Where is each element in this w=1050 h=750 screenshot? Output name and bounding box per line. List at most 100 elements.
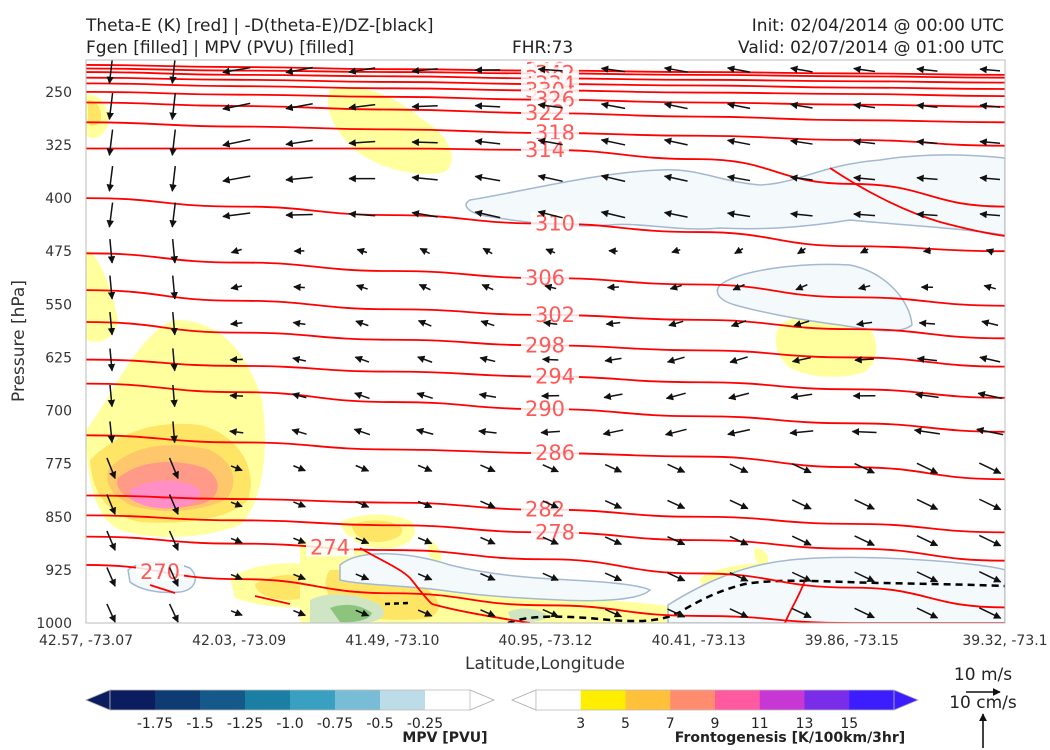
wind-arrow xyxy=(542,536,559,545)
wind-arrow xyxy=(355,609,370,617)
wind-arrow xyxy=(107,275,116,300)
wind-arrow xyxy=(291,392,307,400)
wind-arrow xyxy=(663,173,688,182)
wind-arrow xyxy=(168,603,179,623)
wind-arrow xyxy=(285,66,313,75)
wind-arrow xyxy=(791,356,811,364)
wind-arrow xyxy=(411,174,438,182)
wind-arrow xyxy=(106,457,117,480)
wind-arrow xyxy=(978,607,1002,619)
wind-arrow xyxy=(922,246,931,255)
wind-arrow xyxy=(230,573,243,580)
wind-arrow xyxy=(726,65,751,73)
colorbar-extend-right xyxy=(469,689,496,711)
wind-arrow xyxy=(106,494,116,516)
colorbar-swatch xyxy=(625,690,671,710)
wind-arrow xyxy=(916,355,938,363)
wind-arrow xyxy=(734,246,744,255)
colorbar-tick: -1.5 xyxy=(186,716,213,732)
mpv-colorbar: -1.75 -1.5 -1.25 -1.0 -0.75 -0.5 -0.25 xyxy=(84,689,496,732)
wind-arrow xyxy=(854,535,875,546)
wind-arrow xyxy=(106,530,116,551)
wind-arrow xyxy=(978,462,1002,475)
wind-arrow xyxy=(791,607,812,619)
wind-arrow xyxy=(600,209,626,219)
theta-e-label-bg xyxy=(136,560,184,581)
y-tick-label: 1000 xyxy=(36,616,72,632)
wind-arrow xyxy=(726,174,751,182)
colorbar-extend-right xyxy=(893,689,920,711)
colorbar-swatch xyxy=(425,690,471,710)
wind-arrow xyxy=(411,138,438,146)
wind-arrow xyxy=(663,137,688,146)
wind-arrow xyxy=(791,535,812,546)
wind-arrow xyxy=(106,603,116,623)
wind-arrow xyxy=(790,138,813,146)
wind-arrow xyxy=(603,392,623,400)
wind-arrow xyxy=(416,391,433,400)
y-tick-label: 700 xyxy=(45,404,72,420)
wind-arrow xyxy=(985,248,995,256)
wind-arrow xyxy=(354,391,370,400)
colorbar-tick: 3 xyxy=(576,716,585,732)
wind-vectors xyxy=(106,60,1004,623)
wind-arrow xyxy=(411,102,438,111)
wind-arrow xyxy=(168,567,179,587)
wind-arrow xyxy=(222,138,251,148)
wind-arrow xyxy=(537,101,563,110)
wind-arrow xyxy=(916,138,938,146)
x-tick-label: 42.03, -73.09 xyxy=(192,633,286,649)
wind-arrow xyxy=(664,428,687,437)
wind-arrow xyxy=(600,65,626,74)
wind-arrow xyxy=(856,319,873,328)
wind-arrow xyxy=(668,319,684,328)
wind-arrow xyxy=(106,567,116,587)
wind-arrow xyxy=(169,202,177,228)
plot-frame xyxy=(85,59,1006,624)
wind-arrow xyxy=(979,210,1001,219)
wind-arrow xyxy=(348,103,376,111)
wind-arrow xyxy=(667,535,686,546)
wind-arrow xyxy=(726,101,751,110)
wind-arrow xyxy=(168,530,179,551)
wind-arrow xyxy=(916,174,938,183)
wind-arrow xyxy=(667,499,686,510)
wind-arrow xyxy=(983,283,996,292)
wind-arrow xyxy=(729,356,748,364)
wind-arrow xyxy=(419,247,430,255)
wind-arrow xyxy=(348,210,376,219)
wind-arrow xyxy=(169,129,177,156)
vertical-key-label: 10 cm/s xyxy=(949,693,1017,713)
wind-arrow xyxy=(667,608,686,618)
wind-arrow xyxy=(474,138,501,146)
wind-arrow xyxy=(728,392,750,401)
init-time: Init: 02/04/2014 @ 00:00 UTC xyxy=(751,16,1004,36)
wind-arrow xyxy=(411,210,438,218)
wind-arrow xyxy=(170,238,179,264)
wind-arrow xyxy=(979,174,1001,183)
wind-arrow xyxy=(916,210,938,219)
wind-arrow xyxy=(106,129,114,156)
colorbar-frame xyxy=(109,689,471,711)
wind-arrow xyxy=(977,391,1002,400)
colorbar-swatch xyxy=(245,690,291,710)
wind-arrow xyxy=(727,428,751,437)
wind-arrow xyxy=(544,283,557,292)
colorbar-swatch xyxy=(849,690,895,710)
wind-arrow xyxy=(853,210,876,219)
mpv-colorbar-title: MPV [PVU] xyxy=(402,730,487,746)
wind-arrow xyxy=(292,355,307,364)
wind-arrow xyxy=(356,247,368,256)
wind-arrow xyxy=(537,173,563,183)
wind-arrow xyxy=(669,283,682,291)
colorbar-swatch xyxy=(580,690,626,710)
colorbar-swatch xyxy=(335,690,381,710)
wind-arrow xyxy=(230,536,243,544)
wind-arrow xyxy=(106,60,114,85)
colorbar-swatch xyxy=(759,690,805,710)
wind-arrow xyxy=(916,65,938,74)
wind-arrow xyxy=(417,319,432,327)
wind-arrow xyxy=(979,355,1001,363)
wind-arrow xyxy=(979,65,1001,74)
title-left-line-1: Theta-E (K) [red] | -D(theta-E)/DZ-[blac… xyxy=(86,16,434,36)
